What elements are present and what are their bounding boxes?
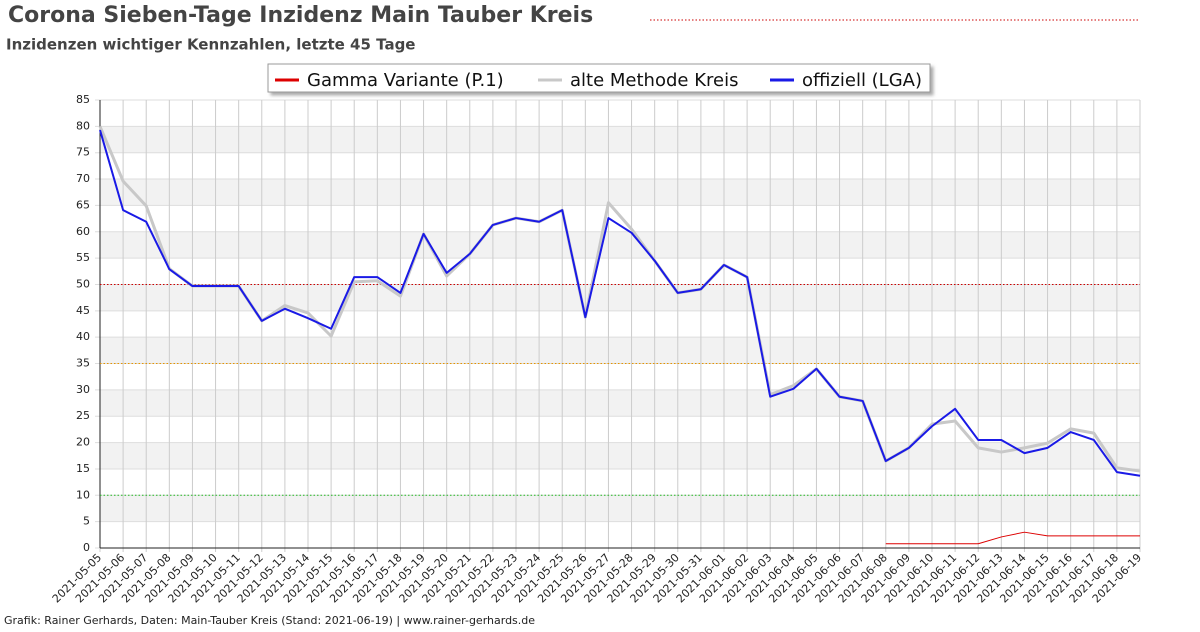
chart-title: Corona Sieben-Tage Inzidenz Main Tauber … [8,3,593,28]
y-tick-label: 25 [76,409,90,422]
legend: Gamma Variante (P.1) alte Methode Kreis of… [275,70,922,91]
chart-subtitle: Inzidenzen wichtiger Kennzahlen, letzte … [6,36,415,54]
y-tick-label: 55 [76,251,90,264]
series-line [99,129,1141,477]
y-tick-label: 5 [83,515,90,528]
legend-label: alte Methode Kreis [570,70,738,91]
grid-band [100,284,1140,311]
y-tick-label: 70 [76,172,90,185]
y-tick-label: 30 [76,383,90,396]
series-line [98,125,1141,473]
y-tick-label: 0 [83,541,90,554]
legend-label: Gamma Variante (P.1) [307,70,504,91]
y-tick-label: 15 [76,462,90,475]
y-tick-label: 20 [76,436,90,449]
y-tick-label: 85 [76,93,90,106]
y-tick-label: 75 [76,146,90,159]
plot: 05101520253035404550556065707580852021-0… [50,93,1144,605]
y-tick-label: 10 [76,488,90,501]
grid-band [100,231,1140,259]
grid-band [100,179,1140,206]
y-tick-label: 65 [76,198,90,211]
y-tick-label: 45 [76,304,90,317]
legend-label: offiziell (LGA) [802,70,922,91]
grid-band [100,495,1140,522]
grid-band [100,337,1140,364]
grid-band [100,389,1140,417]
y-tick-label: 60 [76,225,90,238]
series-line [885,531,1140,545]
y-tick-label: 80 [76,119,90,132]
footer: Grafik: Rainer Gerhards, Daten: Main-Tau… [4,614,535,627]
y-tick-label: 35 [76,357,90,370]
y-tick-label: 50 [76,277,90,290]
legend-box [267,63,931,93]
y-tick-label: 40 [76,330,90,343]
grid-band [100,442,1140,469]
grid-band [100,126,1140,153]
